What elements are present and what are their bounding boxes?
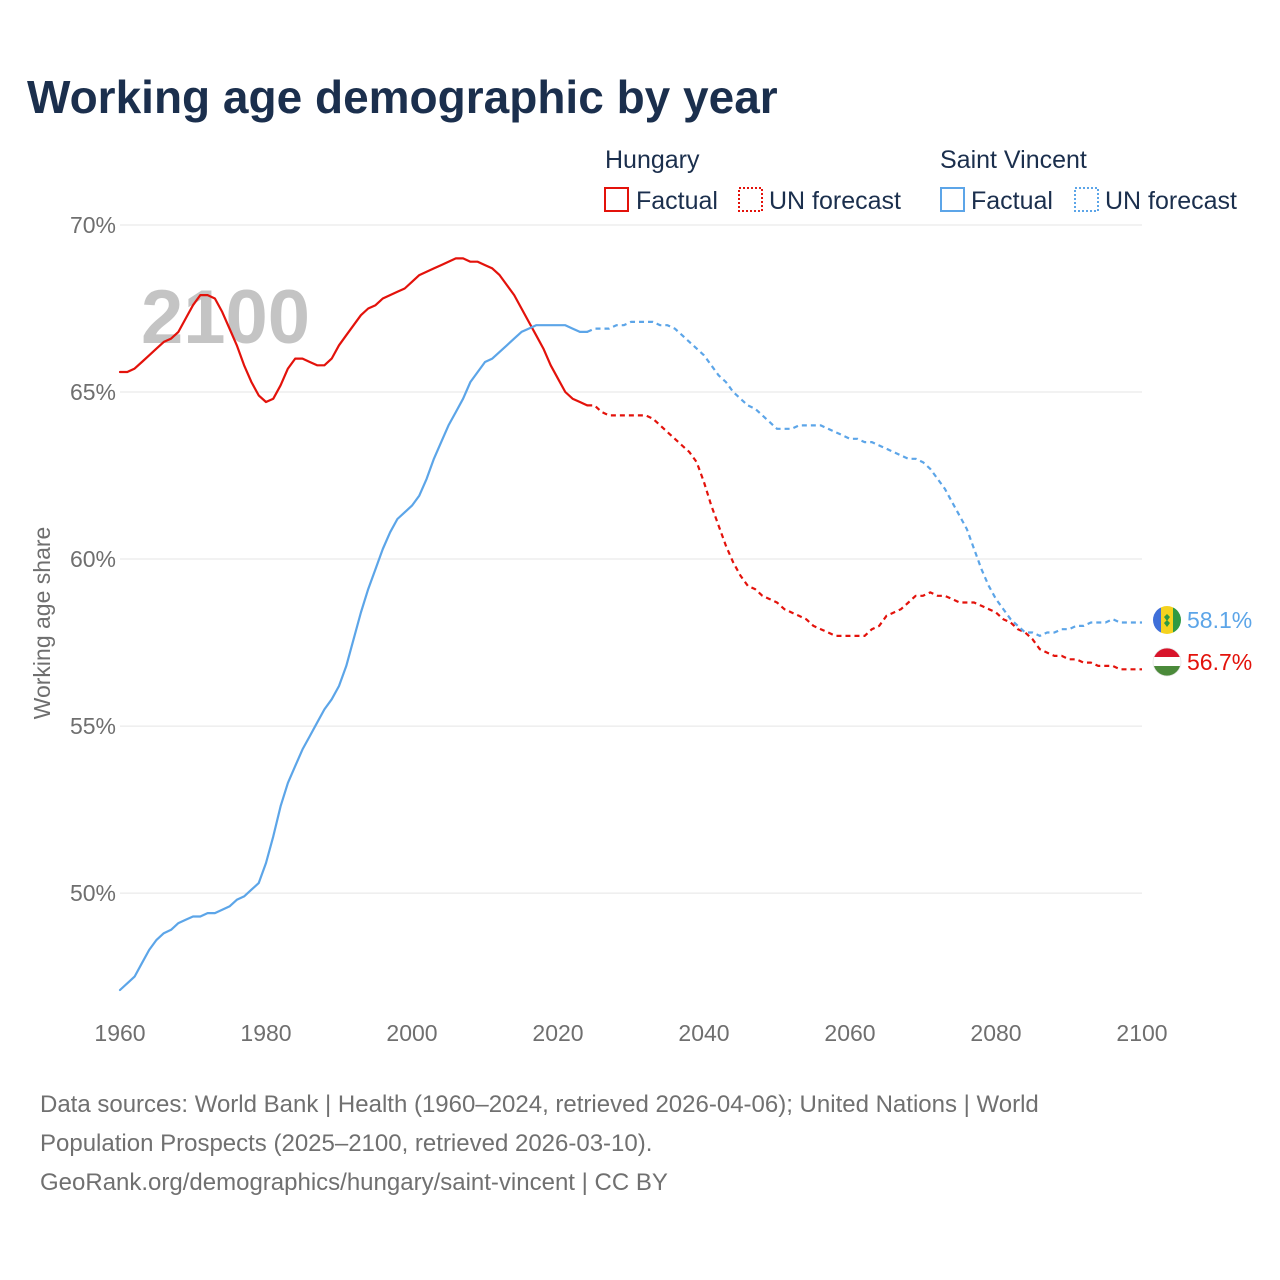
x-tick-label: 2000 [386, 1020, 437, 1046]
footer: Data sources: World Bank | Health (1960–… [40, 1085, 1220, 1202]
legend-label-saint-vincent-factual: Factual [971, 187, 1053, 215]
footer-sources-line-1: Data sources: World Bank | Health (1960–… [40, 1091, 1039, 1118]
x-tick-label: 2100 [1116, 1020, 1167, 1046]
y-tick-label: 50% [70, 880, 116, 906]
y-tick-label: 60% [70, 546, 116, 572]
y-tick-label: 65% [70, 379, 116, 405]
end-label-hungary: 56.7% [1187, 649, 1252, 675]
flag-hungary [1152, 647, 1182, 677]
legend-group-saint-vincent: Saint Vincent [940, 146, 1087, 174]
y-tick-label: 55% [70, 713, 116, 739]
x-tick-label: 2040 [678, 1020, 729, 1046]
chart-title: Working age demographic by year [27, 71, 778, 123]
series-lines [118, 257, 1142, 992]
y-axis-label: Working age share [29, 527, 55, 720]
x-tick-label: 2060 [824, 1020, 875, 1046]
line-saint-vincent-forecast [586, 320, 1142, 637]
grid [120, 224, 1142, 894]
legend: Hungary Factual UN forecast Saint Vincen… [604, 146, 1237, 215]
x-tick-label: 1980 [240, 1020, 291, 1046]
end-label-saint-vincent: 58.1% [1187, 607, 1252, 633]
footer-sources-line-2: Population Prospects (2025–2100, retriev… [40, 1130, 653, 1157]
legend-label-hungary-forecast: UN forecast [769, 187, 901, 215]
flag-saint-vincent [1153, 606, 1181, 634]
legend-label-hungary-factual: Factual [636, 187, 718, 215]
chart-svg: Working age demographic by year Hungary … [27, 71, 1252, 1046]
line-hungary-forecast [587, 404, 1142, 671]
line-hungary-factual [118, 257, 589, 407]
x-tick-label: 2080 [970, 1020, 1021, 1046]
legend-swatch-hungary-forecast [738, 187, 763, 212]
footer-attribution: GeoRank.org/demographics/hungary/saint-v… [40, 1169, 668, 1196]
legend-label-saint-vincent-forecast: UN forecast [1105, 187, 1237, 215]
legend-swatch-saint-vincent-forecast [1074, 187, 1099, 212]
x-axis-ticks: 1960 1980 2000 2020 2040 2060 2080 2100 [94, 1020, 1167, 1046]
legend-swatch-saint-vincent-factual [940, 187, 965, 212]
line-saint-vincent-factual [118, 324, 589, 992]
legend-swatch-hungary-factual [604, 187, 629, 212]
y-axis-ticks: 50% 55% 60% 65% 70% [70, 212, 116, 906]
y-tick-label: 70% [70, 212, 116, 238]
legend-group-hungary: Hungary [605, 146, 700, 174]
x-tick-label: 2020 [532, 1020, 583, 1046]
x-tick-label: 1960 [94, 1020, 145, 1046]
